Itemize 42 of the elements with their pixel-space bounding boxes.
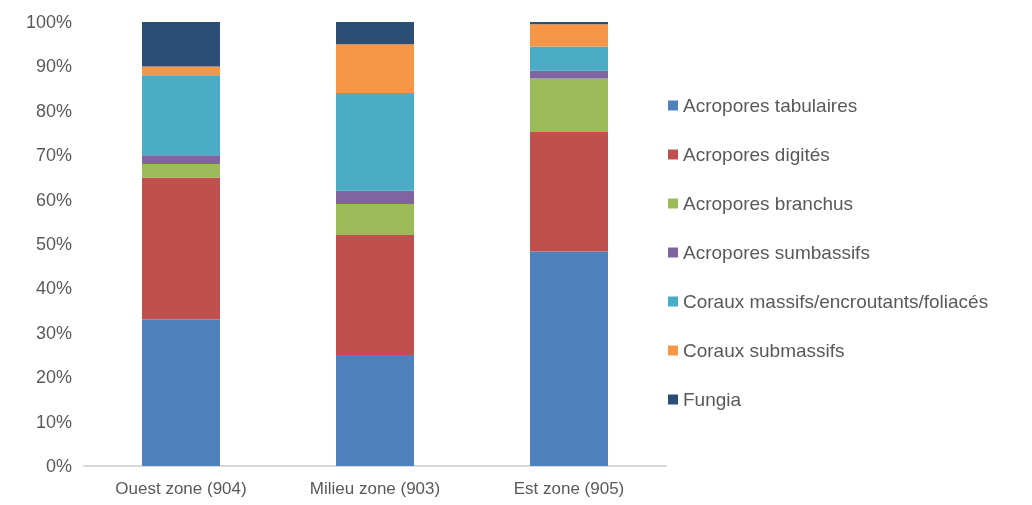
- legend-label: Acropores sumbassifs: [683, 242, 870, 263]
- y-tick-label: 10%: [35, 411, 72, 432]
- legend-label: Acropores digités: [683, 144, 830, 165]
- bar: [530, 46, 608, 71]
- x-tick-label: Est zone (905): [513, 479, 625, 498]
- legend-label: Coraux submassifs: [683, 340, 845, 361]
- bar: [336, 355, 414, 466]
- bar: [142, 319, 220, 466]
- bar: [336, 190, 414, 205]
- y-tick-label: 80%: [35, 100, 72, 121]
- bar: [336, 93, 414, 191]
- y-tick-label: 60%: [35, 189, 72, 210]
- bar: [142, 164, 220, 178]
- bar: [530, 24, 608, 47]
- bar: [142, 155, 220, 165]
- bar: [142, 22, 220, 67]
- legend-label: Fungia: [683, 389, 742, 410]
- legend-label: Coraux massifs/encroutants/foliacés: [683, 291, 989, 312]
- bar: [336, 204, 414, 236]
- legend-label: Acropores branchus: [683, 193, 854, 214]
- bar: [530, 132, 608, 252]
- legend-label: Acropores tabulaires: [683, 95, 858, 116]
- y-tick-label: 90%: [35, 56, 72, 77]
- bar: [530, 70, 608, 79]
- bar: [530, 22, 608, 25]
- y-tick-label: 20%: [35, 367, 72, 388]
- x-tick-label: Ouest zone (904): [115, 479, 247, 498]
- y-tick-label: 70%: [35, 145, 72, 166]
- x-tick-label: Milieu zone (903): [309, 479, 441, 498]
- bar: [142, 177, 220, 320]
- bar: [142, 66, 220, 76]
- y-tick-label: 100%: [25, 12, 72, 32]
- bar: [336, 235, 414, 355]
- bar: [142, 75, 220, 156]
- y-tick-label: 0%: [45, 456, 72, 476]
- bar: [530, 78, 608, 133]
- bar: [530, 251, 608, 466]
- y-tick-label: 40%: [35, 278, 72, 299]
- y-tick-label: 50%: [35, 234, 72, 254]
- bar: [336, 44, 414, 94]
- bar: [336, 22, 414, 45]
- y-tick-label: 30%: [35, 322, 72, 343]
